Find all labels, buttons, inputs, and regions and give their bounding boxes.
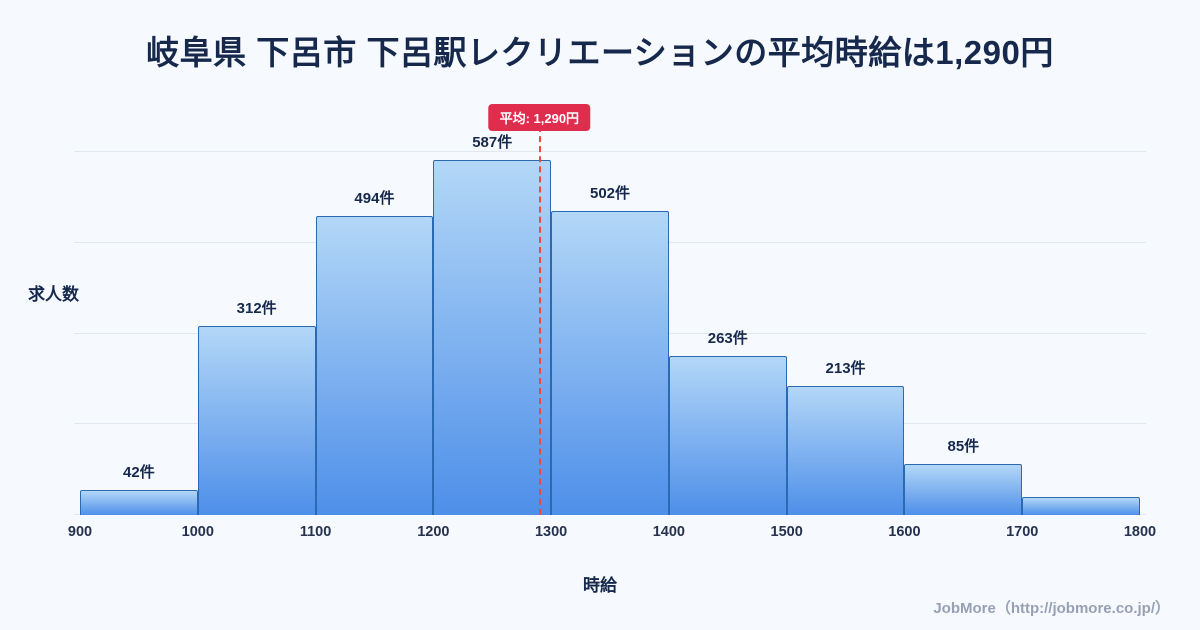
bar-value-label: 312件 [236,300,277,318]
y-axis-label: 求人数 [28,285,79,304]
histogram-bar [315,216,434,515]
x-tick-label: 1200 [417,524,450,540]
plot-area: 42件 312件 494件 587件 502件 263件 213件 85件 900 1000 110… [68,104,1156,540]
x-tick-label: 1600 [888,524,921,540]
chart-title: 岐阜県 下呂市 下呂駅レクリエーションの平均時給は1,290円 [146,34,1054,71]
x-tick-label: 1400 [652,524,686,540]
average-badge: 平均: 1,290円 [488,104,591,131]
histogram-bar [904,463,1023,515]
histogram-bar [80,489,198,515]
histogram-bar [668,355,787,515]
bar-value-label: 587件 [472,133,513,151]
histogram-bar [1022,496,1140,515]
x-tick-label: 1500 [770,524,803,540]
histogram-bar [433,159,552,515]
x-tick-label: 1100 [299,524,332,540]
bar-value-label: 85件 [947,437,980,455]
bar-value-label: 213件 [825,360,866,378]
bar-value-label: 494件 [354,190,395,208]
x-tick-label: 900 [67,524,93,540]
histogram-bar [786,386,905,515]
average-line [539,126,542,515]
bar-value-label: 502件 [589,185,631,203]
gridline [74,151,1146,153]
x-tick-label: 1700 [1006,524,1039,540]
x-tick-label: 1000 [181,524,214,540]
bar-value-label: 42件 [123,463,155,481]
x-tick-label: 1800 [1123,524,1157,540]
bar-value-label: 263件 [707,329,748,347]
x-tick-label: 1300 [534,524,568,540]
footer-credit: JobMore（http://jobmore.co.jp/） [933,600,1170,617]
histogram-bar [197,326,316,515]
histogram-bar [551,211,669,515]
x-axis-label: 時給 [583,576,617,595]
